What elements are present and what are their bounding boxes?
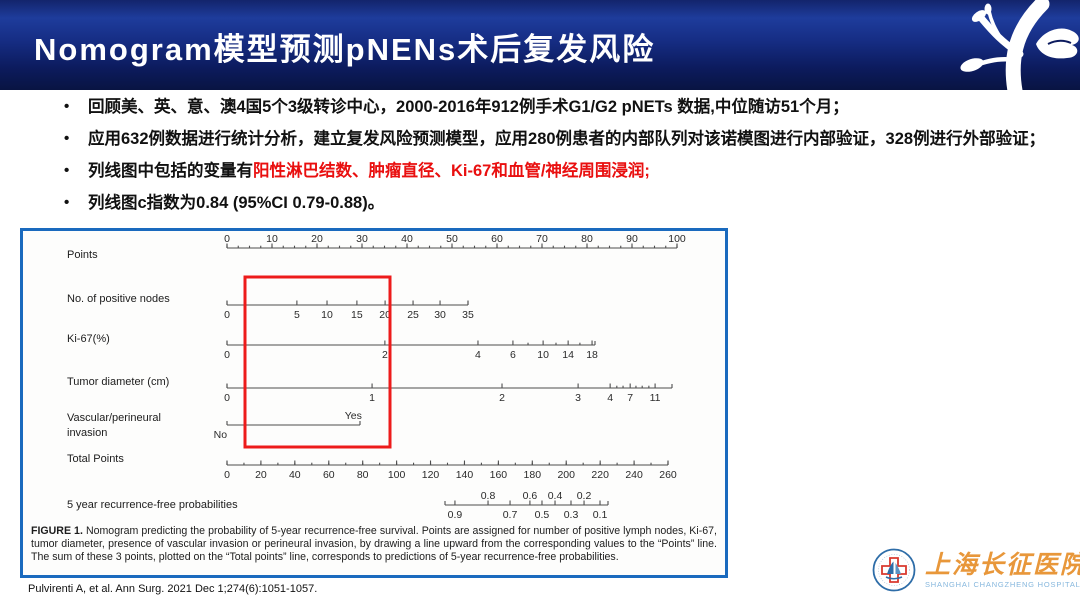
hospital-name-en: SHANGHAI CHANGZHENG HOSPITAL [925, 579, 1080, 589]
svg-text:0.7: 0.7 [503, 509, 518, 519]
svg-text:100: 100 [388, 469, 406, 481]
svg-text:10: 10 [321, 309, 333, 321]
svg-text:2: 2 [382, 349, 388, 361]
svg-text:0: 0 [224, 469, 230, 481]
svg-text:15: 15 [351, 309, 363, 321]
svg-text:0: 0 [224, 309, 230, 321]
svg-text:5: 5 [294, 309, 300, 321]
svg-text:14: 14 [562, 349, 574, 361]
hospital-logo: 上海长征医院 SHANGHAI CHANGZHENG HOSPITAL [872, 548, 1080, 592]
svg-text:20: 20 [255, 469, 267, 481]
slide-header: Nomogram模型预测pNENs术后复发风险 [0, 0, 1080, 90]
svg-text:0.2: 0.2 [577, 490, 592, 502]
hospital-name-cn: 上海长征医院 [925, 550, 1080, 579]
svg-text:80: 80 [581, 233, 593, 245]
svg-text:4: 4 [607, 392, 613, 404]
svg-text:7: 7 [627, 392, 633, 404]
svg-text:100: 100 [668, 233, 686, 245]
svg-text:4: 4 [475, 349, 481, 361]
bullet-text: 列线图c指数为0.84 (95%CI 0.79-0.88)。 [88, 194, 385, 212]
bullet-list: 回顾美、英、意、澳4国5个3级转诊中心，2000-2016年912例手术G1/G… [64, 97, 1068, 225]
svg-text:240: 240 [625, 469, 643, 481]
svg-text:200: 200 [557, 469, 575, 481]
svg-text:0.8: 0.8 [481, 490, 496, 502]
svg-text:0.4: 0.4 [548, 490, 563, 502]
svg-text:Ki-67(%): Ki-67(%) [67, 333, 110, 345]
bullet-text: 列线图中包括的变量有 [88, 162, 253, 180]
svg-text:10: 10 [266, 233, 278, 245]
svg-text:0.9: 0.9 [448, 509, 463, 519]
svg-text:20: 20 [379, 309, 391, 321]
svg-text:No: No [214, 429, 228, 441]
svg-text:10: 10 [537, 349, 549, 361]
svg-text:140: 140 [456, 469, 474, 481]
bullet-item-1: 回顾美、英、意、澳4国5个3级转诊中心，2000-2016年912例手术G1/G… [64, 97, 1068, 117]
bullet-highlight-text: 阳性淋巴结数、肿瘤直径、Ki-67和血管/神经周围浸润; [253, 162, 650, 180]
svg-text:Tumor diameter (cm): Tumor diameter (cm) [67, 376, 169, 388]
pancreas-branch-decoration-icon [960, 0, 1079, 90]
bullet-text: 应用632例数据进行统计分析，建立复发风险预测模型，应用280例患者的内部队列对… [88, 130, 1046, 148]
svg-text:Yes: Yes [345, 410, 362, 422]
page-title: Nomogram模型预测pNENs术后复发风险 [34, 32, 656, 67]
svg-text:3: 3 [575, 392, 581, 404]
svg-text:0.3: 0.3 [564, 509, 579, 519]
hospital-logo-text: 上海长征医院 SHANGHAI CHANGZHENG HOSPITAL [925, 552, 1080, 589]
svg-text:0: 0 [224, 349, 230, 361]
bullet-text: 回顾美、英、意、澳4国5个3级转诊中心，2000-2016年912例手术G1/G… [88, 98, 849, 116]
svg-text:6: 6 [510, 349, 516, 361]
reference-citation: Pulvirenti A, et al. Ann Surg. 2021 Dec … [28, 583, 318, 595]
bullet-item-3: 列线图中包括的变量有阳性淋巴结数、肿瘤直径、Ki-67和血管/神经周围浸润; [64, 161, 1068, 181]
bullet-item-4: 列线图c指数为0.84 (95%CI 0.79-0.88)。 [64, 193, 1068, 213]
svg-text:20: 20 [311, 233, 323, 245]
svg-text:invasion: invasion [67, 427, 107, 439]
svg-text:18: 18 [586, 349, 598, 361]
svg-text:2: 2 [499, 392, 505, 404]
svg-text:60: 60 [323, 469, 335, 481]
svg-text:260: 260 [659, 469, 677, 481]
svg-text:1: 1 [369, 392, 375, 404]
svg-text:11: 11 [650, 392, 661, 404]
svg-text:0.6: 0.6 [523, 490, 538, 502]
svg-text:80: 80 [357, 469, 369, 481]
figure-caption-label: FIGURE 1. [31, 525, 83, 537]
svg-text:90: 90 [626, 233, 638, 245]
svg-text:160: 160 [490, 469, 508, 481]
svg-text:30: 30 [434, 309, 446, 321]
svg-text:Points: Points [67, 249, 98, 261]
svg-text:180: 180 [524, 469, 542, 481]
svg-text:50: 50 [446, 233, 458, 245]
svg-text:0.5: 0.5 [535, 509, 550, 519]
svg-text:70: 70 [536, 233, 548, 245]
nomogram-figure: 0 10 20 30 40 50 60 70 80 90 100 Points 0 5 10 15 20 25 30… [20, 228, 728, 578]
bullet-item-2: 应用632例数据进行统计分析，建立复发风险预测模型，应用280例患者的内部队列对… [64, 129, 1068, 149]
svg-text:0: 0 [224, 392, 230, 404]
figure-caption-text: Nomogram predicting the probability of 5… [31, 525, 717, 563]
svg-text:35: 35 [462, 309, 474, 321]
svg-text:120: 120 [422, 469, 440, 481]
figure-caption: FIGURE 1. Nomogram predicting the probab… [23, 524, 725, 564]
svg-text:0: 0 [224, 233, 230, 245]
svg-text:5 year recurrence-free probabi: 5 year recurrence-free probabilities [67, 499, 238, 511]
svg-text:60: 60 [491, 233, 503, 245]
svg-text:25: 25 [407, 309, 419, 321]
svg-text:Total Points: Total Points [67, 453, 124, 465]
svg-text:Vascular/perineural: Vascular/perineural [67, 412, 161, 424]
svg-text:0.1: 0.1 [593, 509, 608, 519]
hospital-emblem-icon [872, 548, 916, 592]
svg-text:40: 40 [401, 233, 413, 245]
svg-text:220: 220 [591, 469, 609, 481]
svg-text:No. of positive nodes: No. of positive nodes [67, 293, 170, 305]
svg-text:30: 30 [356, 233, 368, 245]
svg-text:40: 40 [289, 469, 301, 481]
